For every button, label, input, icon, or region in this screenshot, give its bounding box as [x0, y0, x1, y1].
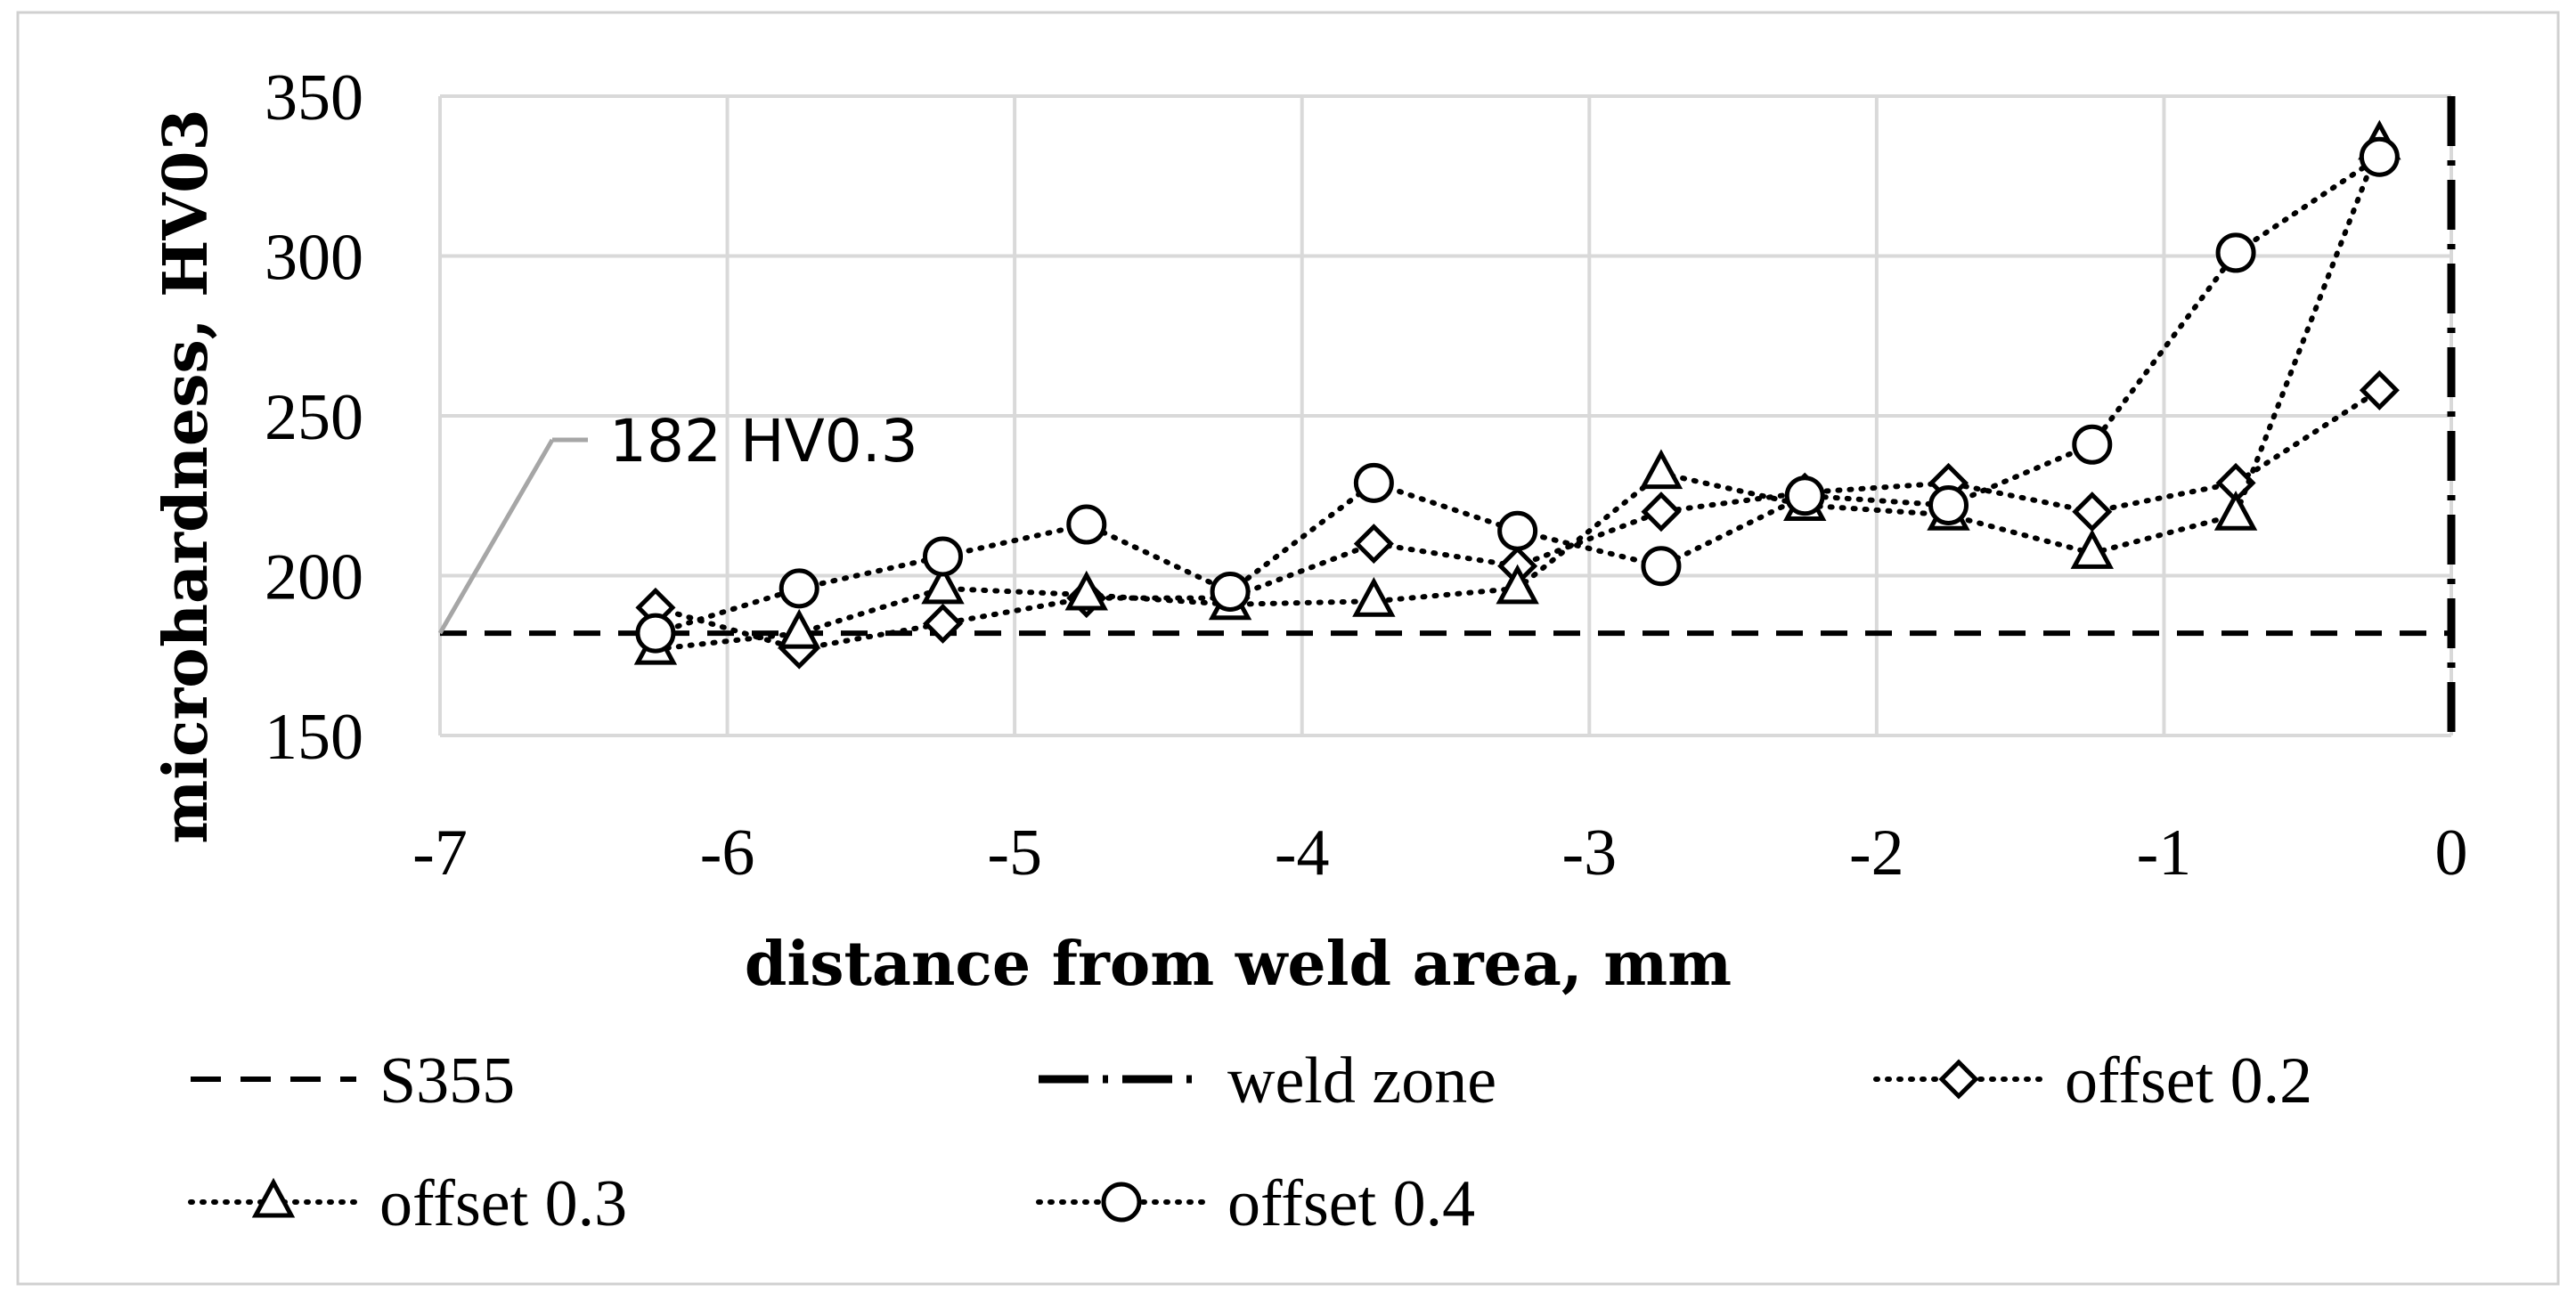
data-point-circle-6 [1497, 510, 1538, 551]
data-point-circle-4 [1210, 571, 1251, 612]
y-tick-label-4: 350 [265, 61, 363, 134]
data-point-circle-10 [2072, 424, 2113, 465]
data-point-circle-2 [923, 536, 963, 577]
data-point-triangle-10 [2070, 529, 2114, 569]
reference-lines [440, 96, 2456, 735]
data-point-diamond-2 [922, 603, 964, 644]
data-point-circle-1 [779, 568, 819, 609]
data-point-diamond-10 [2072, 492, 2113, 532]
series-circle [635, 136, 2400, 654]
series-triangle [633, 119, 2401, 665]
data-point-diamond-5 [1353, 524, 1394, 565]
data-point-triangle-11 [2213, 491, 2258, 531]
legend-label-3: offset 0.3 [379, 1167, 627, 1240]
legend-label-0: S355 [379, 1044, 515, 1117]
tick-labels: 150 200 250 300 350 -7 -6 -5 -4 -3 -2 -1 0 [265, 61, 2468, 890]
data-point-circle-9 [1928, 485, 1969, 526]
data-point-diamond-12 [2359, 370, 2400, 410]
legend-entry-0: S355 [191, 1044, 515, 1117]
annotation-leader-line [437, 438, 555, 635]
data-point-diamond-7 [1641, 492, 1682, 532]
y-tick-label-0: 150 [265, 701, 363, 774]
y-tick-label-1: 200 [265, 541, 363, 614]
x-tick-label-0: -7 [412, 817, 468, 890]
data-point-circle-8 [1784, 475, 1825, 516]
data-point-triangle-2 [921, 564, 965, 605]
legend-label-2: offset 0.2 [2065, 1044, 2312, 1117]
y-axis-title: microhardness, HV03 [151, 109, 222, 844]
data-point-circle-0 [635, 613, 676, 654]
x-tick-label-5: -2 [1849, 817, 1904, 890]
data-point-triangle-7 [1639, 449, 1683, 490]
data-point-triangle-5 [1352, 576, 1396, 617]
legend-entry-1: weld zone [1039, 1044, 1496, 1117]
annotation-label: 182 HV0.3 [609, 407, 918, 475]
x-tick-label-6: -1 [2137, 817, 2192, 890]
legend-swatch-marker-circle [1101, 1182, 1142, 1223]
legend-label-4: offset 0.4 [1227, 1167, 1475, 1240]
data-point-triangle-1 [778, 608, 821, 649]
legend-entry-2: offset 0.2 [1873, 1044, 2312, 1117]
data-point-circle-11 [2215, 232, 2256, 273]
annotation: 182 HV0.3 [437, 407, 918, 635]
legend-entry-3: offset 0.3 [188, 1167, 627, 1240]
legend-swatch-marker-triangle [251, 1177, 296, 1218]
data-point-circle-3 [1066, 504, 1107, 545]
data-point-triangle-6 [1496, 564, 1539, 605]
data-point-circle-7 [1641, 546, 1682, 587]
legend-label-1: weld zone [1227, 1044, 1496, 1117]
data-point-circle-5 [1353, 462, 1394, 503]
y-tick-label-2: 250 [265, 381, 363, 454]
x-tick-label-7: 0 [2435, 817, 2468, 890]
series-layer [633, 119, 2401, 670]
legend-swatch-marker-diamond [1938, 1059, 1979, 1100]
x-tick-label-3: -4 [1275, 817, 1330, 890]
x-tick-label-1: -6 [700, 817, 755, 890]
x-axis-title: distance from weld area, mm [745, 929, 1732, 1000]
x-tick-label-4: -3 [1561, 817, 1617, 890]
data-point-triangle-3 [1064, 570, 1108, 611]
data-point-circle-12 [2359, 136, 2400, 177]
x-tick-label-2: -5 [987, 817, 1042, 890]
legend: S355 weld zone offset 0.2 offset 0.3 offset … [188, 1044, 2312, 1240]
legend-entry-4: offset 0.4 [1036, 1167, 1475, 1240]
y-tick-label-3: 300 [265, 222, 363, 295]
